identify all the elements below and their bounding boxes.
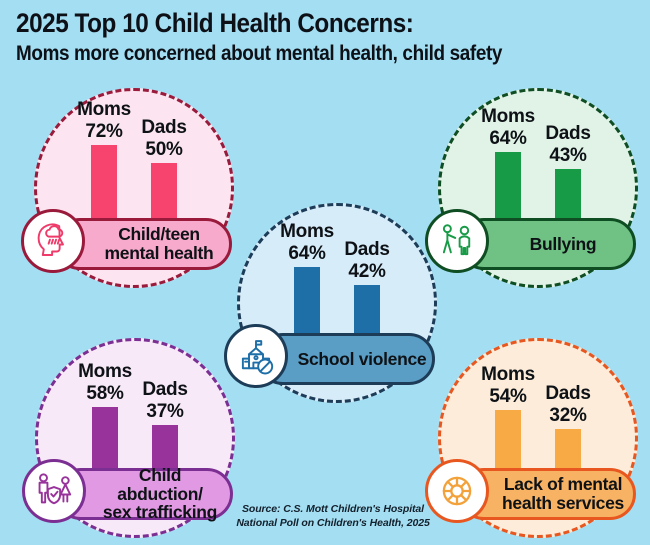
moms-series-label: Moms	[280, 221, 334, 243]
concern-group-services: Moms 54% Dads 32% Lack of mental health …	[425, 338, 638, 538]
dads-bar	[354, 285, 380, 341]
moms-label-block: Moms 64%	[470, 106, 546, 149]
dads-label-block: Dads 43%	[530, 123, 606, 166]
concern-group-school-violence: Moms 64% Dads 42% School violence	[224, 203, 437, 403]
source-line-2: National Poll on Children's Health, 2025	[236, 517, 430, 530]
moms-label-block: Moms 72%	[66, 99, 142, 142]
concern-icon-badge	[425, 209, 489, 273]
dads-series-label: Dads	[545, 123, 591, 145]
concern-pill-label: Child/teen mental health	[104, 224, 214, 263]
source-line-1: Source: C.S. Mott Children's Hospital	[242, 503, 424, 515]
moms-bar	[294, 267, 320, 341]
dads-bar	[555, 169, 581, 226]
dads-label-block: Dads 32%	[530, 383, 606, 426]
dads-series-label: Dads	[141, 117, 187, 139]
dads-bar	[152, 425, 178, 476]
moms-series-label: Moms	[481, 364, 535, 386]
dads-value-label: 32%	[549, 404, 587, 426]
two-people-bullying-icon	[442, 224, 471, 256]
page-title: 2025 Top 10 Child Health Concerns:	[16, 8, 414, 38]
concern-pill-label: Bullying	[529, 233, 597, 254]
moms-label-block: Moms 54%	[470, 364, 546, 407]
dads-label-block: Dads 37%	[127, 379, 203, 422]
school-prohibition-icon	[241, 340, 274, 375]
moms-series-label: Moms	[77, 99, 131, 121]
concern-group-bullying: Moms 64% Dads 43% Bullying	[425, 88, 638, 288]
moms-value-label: 64%	[489, 127, 527, 149]
dads-series-label: Dads	[344, 239, 390, 261]
dads-value-label: 42%	[348, 260, 386, 282]
moms-value-label: 58%	[86, 382, 124, 404]
moms-series-label: Moms	[78, 361, 132, 383]
concern-group-mental-health: Moms 72% Dads 50% Child/teen mental heal…	[21, 88, 234, 288]
concern-group-abduction: Moms 58% Dads 37% Child abduction/ sex t…	[22, 338, 235, 538]
head-rain-cloud-icon	[37, 223, 64, 256]
concern-pill-label: Child abduction/ sex trafficking	[102, 464, 218, 523]
dads-label-block: Dads 42%	[329, 239, 405, 282]
concern-icon-badge	[22, 459, 86, 523]
figures-shield-check-icon	[38, 473, 72, 505]
dads-value-label: 37%	[146, 400, 184, 422]
moms-bar	[495, 152, 521, 226]
dads-bar	[151, 163, 177, 226]
dads-series-label: Dads	[545, 383, 591, 405]
concern-icon-badge	[425, 459, 489, 523]
concern-pill-label: School violence	[297, 348, 427, 369]
lifebuoy-icon	[442, 476, 472, 506]
concern-icon-badge	[224, 324, 288, 388]
concern-pill-label: Lack of mental health services	[502, 474, 624, 513]
moms-value-label: 64%	[288, 242, 326, 264]
moms-bar	[495, 410, 521, 476]
dads-value-label: 50%	[145, 138, 183, 160]
moms-series-label: Moms	[481, 106, 535, 128]
moms-value-label: 54%	[489, 385, 527, 407]
concern-icon-badge	[21, 209, 85, 273]
dads-label-block: Dads 50%	[126, 117, 202, 160]
moms-value-label: 72%	[85, 120, 123, 142]
moms-bar	[92, 407, 118, 476]
dads-series-label: Dads	[142, 379, 188, 401]
moms-bar	[91, 145, 117, 226]
concern-pill: Child/teen mental health	[54, 218, 232, 270]
moms-label-block: Moms 58%	[67, 361, 143, 404]
moms-label-block: Moms 64%	[269, 221, 345, 264]
concern-pill: Child abduction/ sex trafficking	[55, 464, 233, 523]
dads-value-label: 43%	[549, 144, 587, 166]
source-attribution: Source: C.S. Mott Children's Hospital Na…	[218, 502, 448, 530]
page-subtitle: Moms more concerned about mental health,…	[16, 42, 503, 65]
